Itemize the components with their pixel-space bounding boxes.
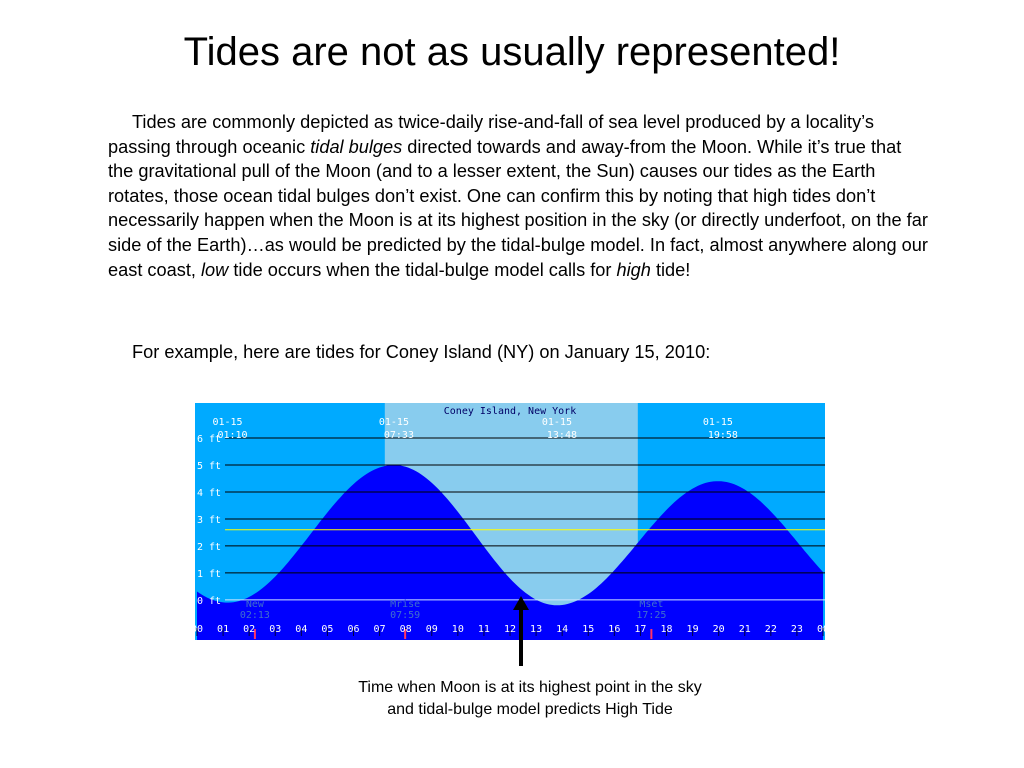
extreme-time-4: 19:58 [708, 430, 738, 441]
extreme-date-4: 01-15 [703, 417, 733, 428]
y-tick-label: 4 ft [197, 488, 221, 499]
chart-title: Coney Island, New York [444, 406, 576, 417]
emphasis-high: high [616, 259, 651, 280]
x-tick-label: 12 [504, 624, 516, 635]
extreme-date-2: 01-15 [379, 417, 409, 428]
x-tick-label: 02 [243, 624, 255, 635]
caption-line-1: Time when Moon is at its highest point i… [358, 679, 702, 696]
x-tick-label: 09 [426, 624, 438, 635]
event-time-3: 17:25 [636, 610, 666, 621]
x-tick-label: 05 [321, 624, 333, 635]
arrow-caption: Time when Moon is at its highest point i… [270, 677, 790, 721]
slide-title: Tides are not as usually represented! [183, 30, 841, 74]
y-tick-label: 5 ft [197, 461, 221, 472]
extreme-time-1: 01:10 [217, 430, 247, 441]
arrow-up-icon [513, 596, 529, 666]
paragraph-text-2: directed towards and away-from the Moon.… [108, 136, 928, 280]
caption-line-2: and tidal-bulge model predicts High Tide [387, 701, 673, 718]
y-tick-label: 0 ft [197, 596, 221, 607]
x-tick-label: 15 [582, 624, 594, 635]
event-label-2: Mrise [390, 599, 420, 610]
y-tick-label: 1 ft [197, 569, 221, 580]
extreme-time-2: 07:33 [384, 430, 414, 441]
x-tick-label: 03 [269, 624, 281, 635]
event-label-1: New [246, 599, 265, 610]
y-tick-label: 2 ft [197, 542, 221, 553]
x-tick-label: 19 [687, 624, 699, 635]
example-intro: For example, here are tides for Coney Is… [132, 342, 711, 362]
x-tick-label: 00 [817, 624, 825, 635]
event-time-1: 02:13 [240, 610, 270, 621]
x-tick-label: 20 [713, 624, 725, 635]
x-tick-label: 01 [217, 624, 229, 635]
event-time-2: 07:59 [390, 610, 420, 621]
y-tick-label: 3 ft [197, 515, 221, 526]
extreme-date-1: 01-15 [212, 417, 242, 428]
x-tick-label: 04 [295, 624, 307, 635]
x-tick-label: 14 [556, 624, 568, 635]
x-tick-label: 11 [478, 624, 490, 635]
x-tick-label: 07 [374, 624, 386, 635]
x-tick-label: 13 [530, 624, 542, 635]
tide-chart: 0 ft 1 ft 2 ft 3 ft 4 ft 5 ft 6 ft Coney Island… [195, 403, 825, 640]
extreme-date-3: 01-15 [542, 417, 572, 428]
x-tick-label: 18 [660, 624, 672, 635]
emphasis-low: low [201, 259, 229, 280]
tide-area [197, 465, 823, 640]
x-tick-label: 21 [739, 624, 751, 635]
x-tick-label: 22 [765, 624, 777, 635]
y-tick-label: 6 ft [197, 434, 221, 445]
x-tick-label: 16 [608, 624, 620, 635]
x-tick-label: 08 [400, 624, 412, 635]
x-tick-label: 00 [195, 624, 203, 635]
paragraph-text-4: tide! [650, 259, 691, 280]
x-tick-label: 10 [452, 624, 464, 635]
x-tick-label: 23 [791, 624, 803, 635]
extreme-time-3: 13:48 [547, 430, 577, 441]
emphasis-tidal-bulges: tidal bulges [310, 136, 403, 157]
paragraph-text-1: Tides are commonly depicted as twice-dai… [108, 112, 874, 157]
event-label-3: Mset [639, 599, 663, 610]
x-tick-label: 17 [634, 624, 646, 635]
x-tick-label: 06 [347, 624, 359, 635]
paragraph-text-3: tide occurs when the tidal-bulge model c… [228, 259, 617, 280]
body-paragraph: Tides are commonly depicted as twice-dai… [108, 110, 928, 282]
